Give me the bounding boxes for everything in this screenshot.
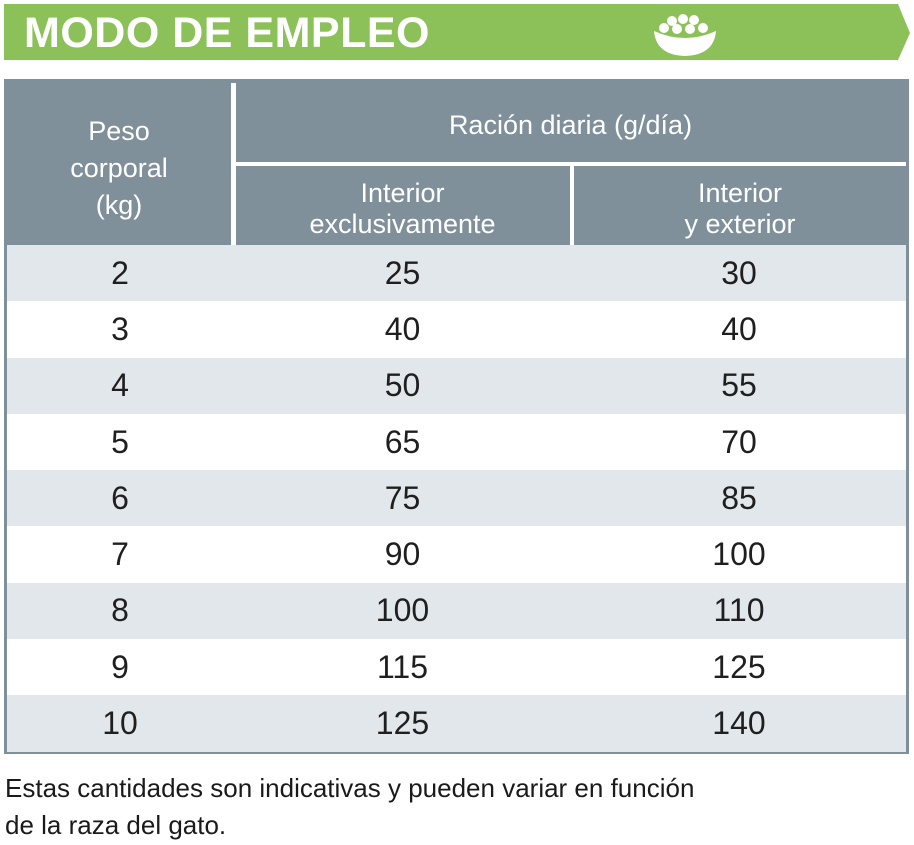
table-body: 2 25 30 3 40 40 4 50 55 5 65 70 6 75 8 5 … bbox=[7, 245, 906, 752]
cell-indoor: 90 bbox=[384, 536, 421, 573]
cell-indoor-outdoor: 30 bbox=[721, 254, 757, 291]
cell-indoor-outdoor: 110 bbox=[713, 592, 765, 629]
section-title: MODO DE EMPLEO bbox=[24, 9, 430, 57]
footnote: Estas cantidades son indicativas y puede… bbox=[5, 770, 910, 844]
cell-indoor: 75 bbox=[384, 479, 421, 516]
cell-weight: 2 bbox=[111, 254, 129, 291]
header-indoor-only: Interior exclusivamente bbox=[235, 178, 570, 240]
header-line: corporal bbox=[70, 153, 168, 183]
cell-weight: 4 bbox=[111, 367, 129, 404]
table-row: 4 50 55 bbox=[7, 357, 906, 414]
header-divider bbox=[236, 162, 906, 166]
cell-indoor-outdoor: 85 bbox=[721, 479, 757, 516]
table-row: 6 75 85 bbox=[7, 470, 906, 527]
table-row: 8 100 110 bbox=[7, 582, 906, 640]
table-row: 10 125 140 bbox=[7, 695, 906, 752]
cell-indoor: 40 bbox=[384, 310, 421, 347]
footnote-line: Estas cantidades son indicativas y puede… bbox=[5, 773, 695, 803]
cell-indoor-outdoor: 55 bbox=[721, 367, 757, 404]
cell-weight: 7 bbox=[111, 536, 129, 573]
table-row: 5 65 70 bbox=[7, 413, 906, 471]
section-banner: MODO DE EMPLEO bbox=[4, 4, 910, 60]
cell-indoor-outdoor: 125 bbox=[712, 648, 766, 685]
cell-weight: 3 bbox=[111, 310, 129, 347]
food-bowl-icon bbox=[654, 14, 716, 56]
table-row: 2 25 30 bbox=[7, 245, 906, 302]
cell-indoor: 115 bbox=[376, 648, 428, 685]
cell-indoor-outdoor: 70 bbox=[721, 423, 757, 460]
header-divider bbox=[231, 83, 236, 245]
cell-indoor-outdoor: 100 bbox=[712, 536, 766, 573]
footnote-line: de la raza del gato. bbox=[5, 810, 227, 840]
cell-indoor-outdoor: 40 bbox=[721, 310, 757, 347]
feeding-table: Peso corporal (kg) Ración diaria (g/día)… bbox=[4, 79, 909, 754]
cell-indoor: 100 bbox=[375, 592, 430, 629]
table-row: 7 90 100 bbox=[7, 526, 906, 583]
cell-indoor: 65 bbox=[384, 423, 421, 460]
table-row: 3 40 40 bbox=[7, 301, 906, 358]
table-row: 9 115 125 bbox=[7, 639, 906, 696]
header-indoor-outdoor: Interior y exterior bbox=[574, 178, 906, 240]
cell-indoor-outdoor: 140 bbox=[712, 705, 766, 742]
cell-weight: 10 bbox=[102, 705, 138, 742]
cell-indoor: 50 bbox=[384, 367, 421, 404]
header-line: exclusivamente bbox=[309, 209, 496, 239]
header-line: Interior bbox=[360, 178, 445, 208]
header-line: y exterior bbox=[684, 209, 796, 239]
cell-weight: 5 bbox=[111, 423, 129, 460]
header-line: Interior bbox=[697, 178, 783, 208]
cell-indoor: 25 bbox=[384, 254, 421, 291]
cell-weight: 6 bbox=[111, 479, 129, 516]
cell-indoor: 125 bbox=[375, 705, 430, 742]
cell-weight: 9 bbox=[111, 648, 129, 685]
header-line: Peso bbox=[88, 116, 150, 146]
header-line: (kg) bbox=[95, 190, 143, 220]
header-divider bbox=[570, 166, 574, 245]
table-header: Peso corporal (kg) Ración diaria (g/día)… bbox=[7, 79, 906, 245]
header-body-weight: Peso corporal (kg) bbox=[7, 113, 231, 224]
header-daily-ration: Ración diaria (g/día) bbox=[448, 110, 693, 140]
cell-weight: 8 bbox=[111, 592, 129, 629]
